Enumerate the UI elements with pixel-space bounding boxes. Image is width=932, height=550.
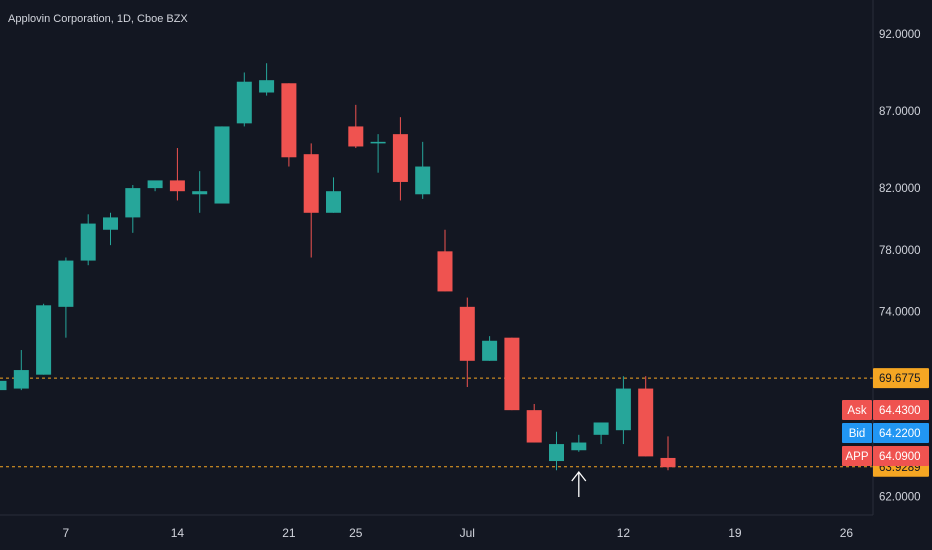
candle[interactable] [169,148,185,201]
candle-body [147,180,163,189]
candle[interactable] [504,337,520,411]
candle[interactable] [392,117,408,201]
y-tick-label: 62.0000 [879,491,921,503]
candle-body [169,180,185,192]
candle[interactable] [103,212,118,246]
candle-body [0,380,7,391]
time-axis[interactable]: 7 14 21 25 Jul 12 19 26 [63,526,854,540]
candle[interactable] [214,126,230,204]
quote-badge-value-bg [873,446,929,466]
candle[interactable] [660,436,676,471]
candle-body [80,223,96,261]
candle-body [615,388,631,431]
quote-badge-name-bg [842,446,872,466]
candle-body [549,444,564,462]
candle-body [236,81,252,124]
quote-badge-name: Bid [849,428,866,440]
quote-badge-name: Ask [847,405,866,417]
candle[interactable] [437,229,453,292]
x-tick-label: 12 [617,526,631,540]
x-tick-label: 25 [349,526,363,540]
candle-body [437,251,453,292]
candle-body [192,191,208,195]
candle-body [504,337,520,411]
candle-body [36,305,52,375]
quote-badge-name-bg [842,400,872,420]
y-tick-label: 87.0000 [879,106,921,118]
arrow-up-icon [571,470,587,497]
candle[interactable] [281,83,297,167]
quote-badge-value-bg [873,400,929,420]
candle[interactable] [13,350,29,391]
quote-badge-value: 64.4300 [879,405,921,417]
x-tick-label: 19 [728,526,742,540]
candle-body [370,141,386,144]
candles[interactable] [0,63,676,471]
y-tick-label: 82.0000 [879,183,921,195]
candle-body [459,306,475,361]
candle-body [415,166,431,195]
candle[interactable] [0,378,7,391]
candle-body [13,370,29,389]
candle[interactable] [370,134,386,173]
symbol-title[interactable]: Applovin Corporation, 1D, Cboe BZX [8,13,188,25]
quote-badges: Ask 64.4300 Bid 64.2200 APP 64.0900 [842,400,929,466]
quote-badge-value: 64.0900 [879,451,921,463]
candle[interactable] [259,63,275,96]
quote-badge-name: APP [845,451,868,463]
price-axis[interactable]: 92.0000 87.0000 82.0000 78.0000 74.0000 62.00… [879,29,921,504]
x-tick-label: 14 [171,526,185,540]
price-level-label: 69.6775 [879,373,921,385]
candle[interactable] [593,422,609,445]
y-tick-label: 78.0000 [879,245,921,257]
candle-body [125,188,141,218]
candle-body [214,126,230,204]
x-tick-label: 7 [63,526,70,540]
x-tick-label: Jul [460,526,475,540]
candle-body [482,340,498,361]
candle[interactable] [459,297,475,388]
candle-body [281,83,297,158]
candle[interactable] [415,141,431,199]
candle-body [103,217,118,230]
candle-body [638,388,654,457]
quote-badge-value: 64.2200 [879,428,921,440]
candle-body [660,457,676,468]
candle-body [326,191,341,213]
candle[interactable] [571,434,587,452]
candle[interactable] [36,303,52,375]
candle[interactable] [348,104,364,149]
candle[interactable] [303,143,319,258]
candle[interactable] [526,403,542,443]
candle[interactable] [482,336,498,361]
candle-body [571,442,587,451]
price-level-badge [873,368,929,389]
y-tick-label: 74.0000 [879,306,921,318]
candle-body [593,422,609,435]
candle-body [348,126,364,147]
quote-badge-name-bg [842,423,872,443]
candle[interactable] [80,214,96,266]
price-level-lines [0,377,873,468]
y-tick-label: 92.0000 [879,29,921,41]
candle[interactable] [638,376,654,457]
candle-body [392,134,408,182]
candle[interactable] [549,431,564,471]
candle-body [303,154,319,213]
candle[interactable] [236,72,252,127]
candle[interactable] [326,177,341,213]
quote-badge-value-bg [873,423,929,443]
candle[interactable] [615,376,631,445]
candle-body [58,260,74,307]
candle[interactable] [147,180,163,192]
candle[interactable] [58,257,74,338]
candle[interactable] [192,171,208,213]
candle[interactable] [125,185,141,233]
x-tick-label: 21 [282,526,296,540]
x-tick-label: 26 [840,526,854,540]
candle-body [259,80,275,93]
candle-body [526,410,542,443]
